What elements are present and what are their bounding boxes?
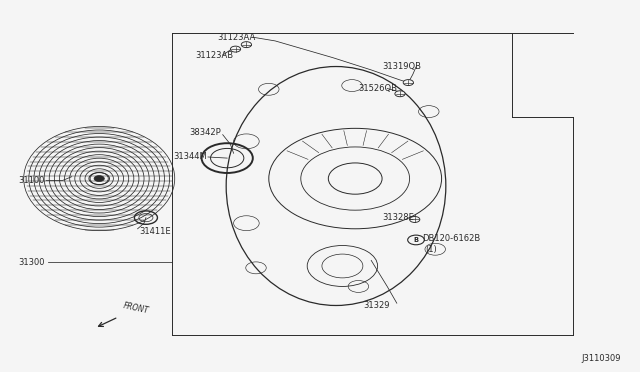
Text: 31100: 31100: [18, 176, 44, 185]
Text: 31123AB: 31123AB: [195, 51, 234, 60]
Circle shape: [410, 217, 420, 222]
Text: FRONT: FRONT: [123, 301, 150, 315]
Text: 31123AA: 31123AA: [218, 33, 256, 42]
Text: (1): (1): [426, 245, 437, 254]
Text: 31300: 31300: [18, 258, 44, 267]
Circle shape: [395, 91, 405, 97]
Text: 31526QB: 31526QB: [358, 84, 397, 93]
Circle shape: [408, 235, 424, 245]
Circle shape: [230, 46, 241, 52]
Text: 38342P: 38342P: [189, 128, 221, 137]
Text: 31329: 31329: [364, 301, 390, 310]
Text: DB120-6162B: DB120-6162B: [422, 234, 481, 243]
Text: 31328E: 31328E: [383, 213, 415, 222]
Text: 31411E: 31411E: [140, 227, 171, 236]
Text: B: B: [413, 237, 419, 243]
Circle shape: [94, 176, 104, 182]
Text: 31344M: 31344M: [173, 153, 207, 161]
Circle shape: [241, 42, 252, 48]
Text: 31319QB: 31319QB: [383, 62, 422, 71]
Text: J3110309: J3110309: [581, 354, 621, 363]
Circle shape: [403, 80, 413, 86]
